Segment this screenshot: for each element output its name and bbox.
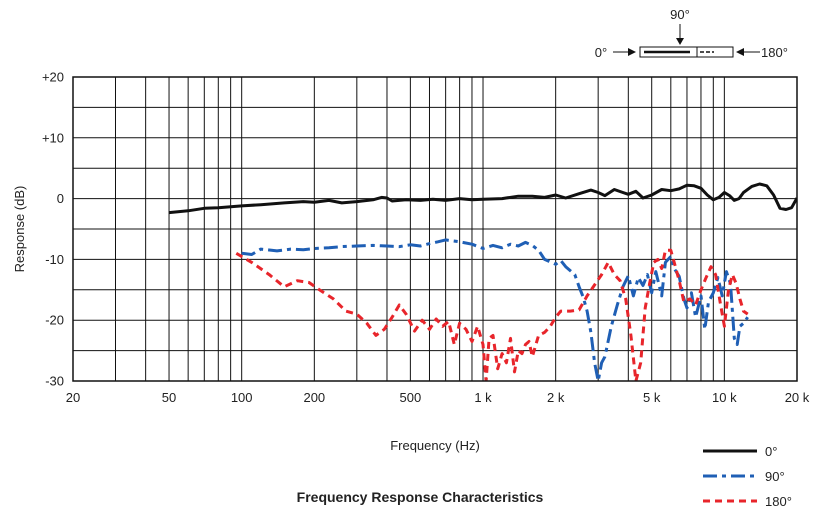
series-line-1 [241, 238, 749, 381]
arrow-right-head [628, 48, 636, 56]
y-tick-label: -30 [45, 374, 64, 389]
x-tick-label: 2 k [547, 390, 565, 405]
x-tick-label: 10 k [712, 390, 737, 405]
legend-label-1: 90° [765, 469, 785, 484]
series-line-0 [168, 182, 797, 215]
x-tick-label: 50 [162, 390, 176, 405]
x-tick-label: 200 [303, 390, 325, 405]
y-tick-label: -10 [45, 252, 64, 267]
orientation-label-180: 180° [761, 45, 788, 60]
x-tick-label: 20 k [785, 390, 810, 405]
series-layer [168, 182, 797, 381]
arrow-down-head [676, 38, 684, 45]
legend-label-0: 0° [765, 444, 777, 459]
y-tick-label: 0 [57, 191, 64, 206]
orientation-diagram: 90° 0° 180° [595, 7, 788, 60]
grid [73, 77, 797, 381]
x-tick-labels: 20 50 100 200 500 1 k 2 k 5 k 10 k 20 k [66, 390, 810, 405]
y-tick-label: +20 [42, 70, 64, 85]
x-tick-label: 20 [66, 390, 80, 405]
x-tick-label: 1 k [474, 390, 492, 405]
legend: 0° 90° 180° [703, 444, 792, 509]
arrow-left-head [736, 48, 744, 56]
y-axis-label: Response (dB) [12, 186, 27, 273]
x-tick-label: 5 k [643, 390, 661, 405]
orientation-label-0: 0° [595, 45, 607, 60]
y-tick-labels: +20 +10 0 -10 -20 -30 [42, 70, 64, 389]
x-tick-label: 100 [231, 390, 253, 405]
y-tick-label: -20 [45, 313, 64, 328]
legend-label-2: 180° [765, 494, 792, 509]
chart-title: Frequency Response Characteristics [297, 489, 544, 505]
x-axis-label: Frequency (Hz) [390, 438, 480, 453]
orientation-label-90: 90° [670, 7, 690, 22]
plot-frame [72, 76, 798, 382]
x-tick-label: 500 [400, 390, 422, 405]
y-tick-label: +10 [42, 130, 64, 145]
